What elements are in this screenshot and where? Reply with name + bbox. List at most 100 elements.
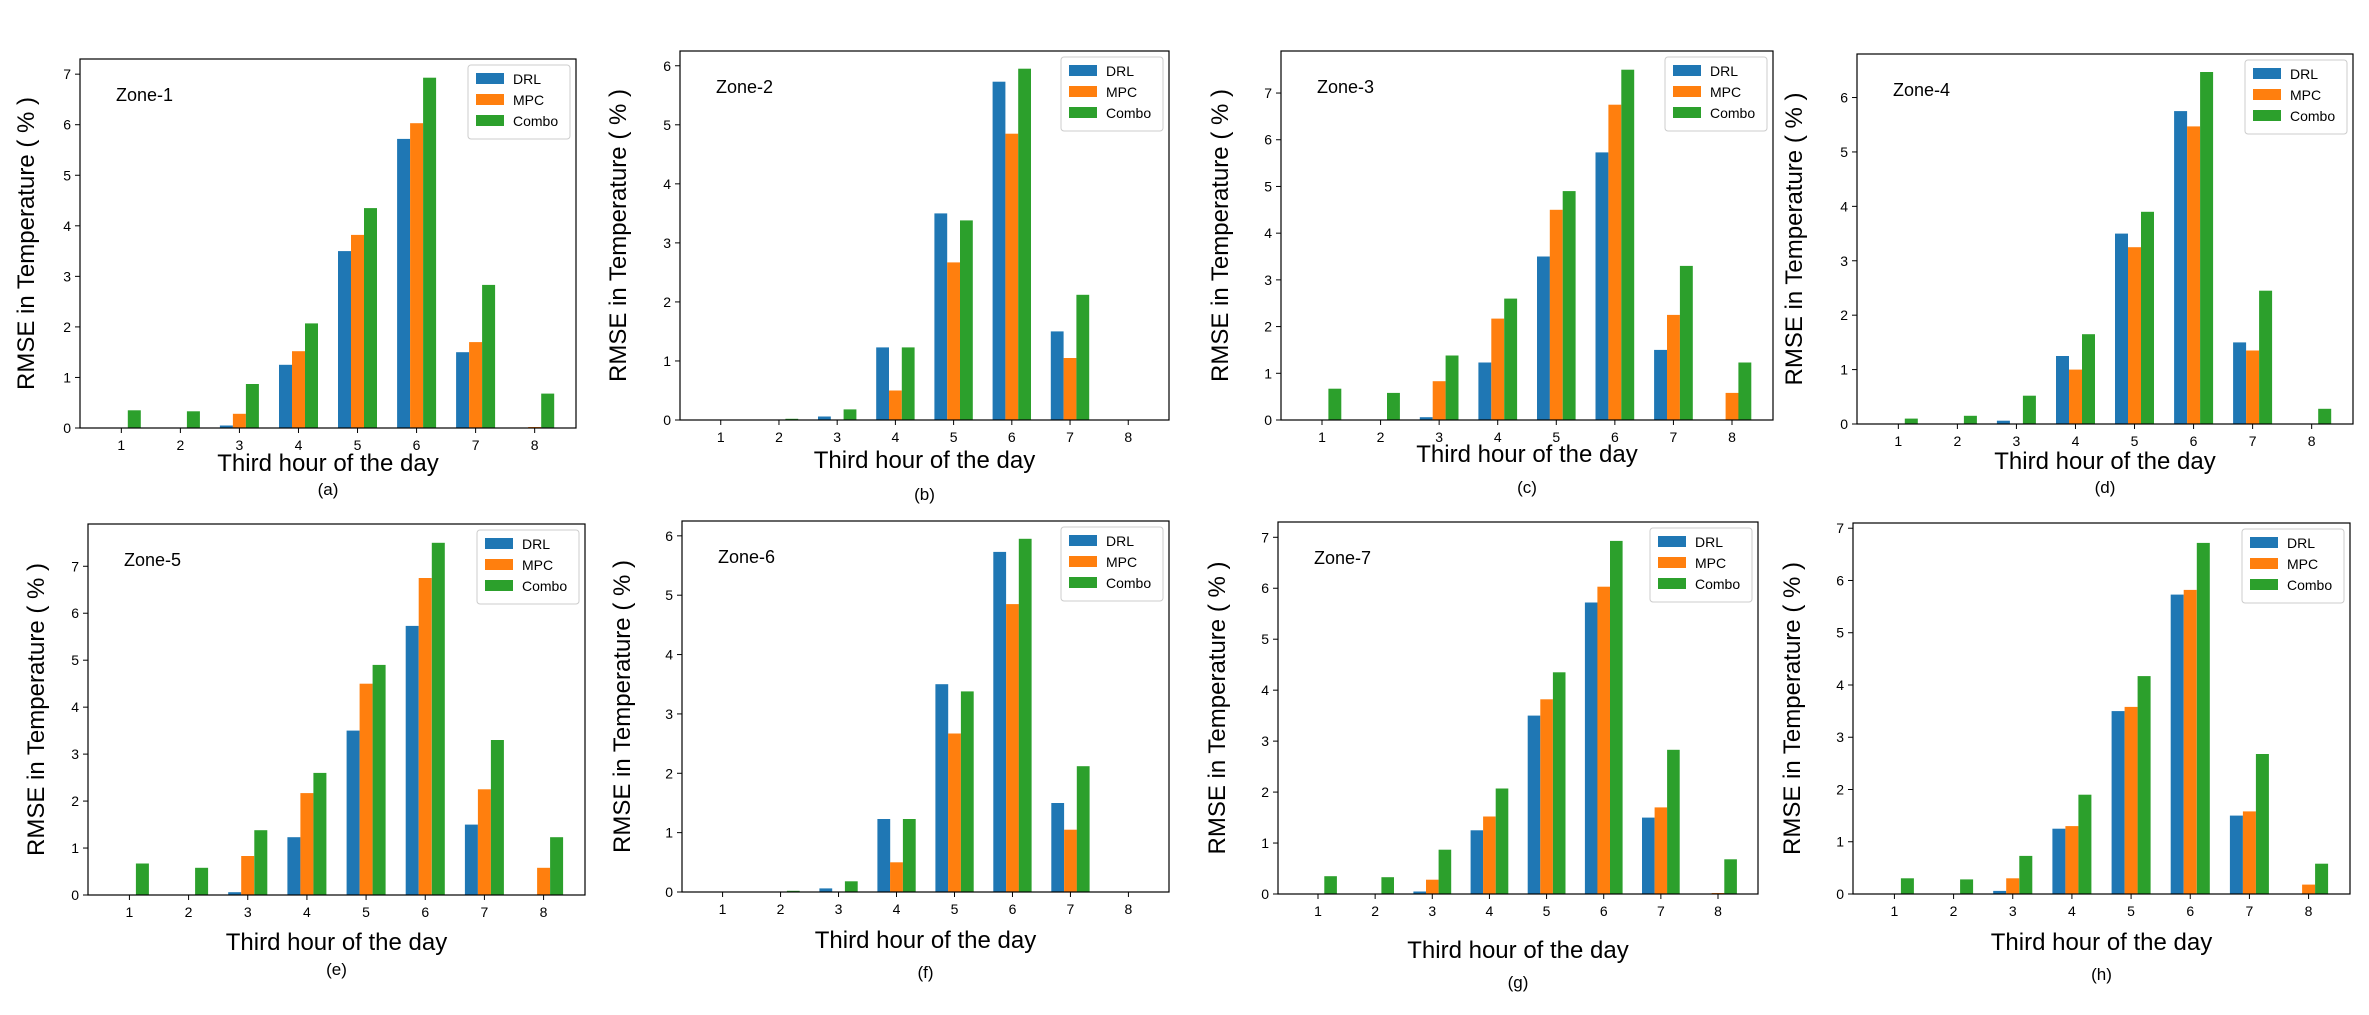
legend-label-mpc: MPC	[2290, 87, 2321, 103]
bar-drl	[818, 416, 831, 420]
bar-mpc	[1654, 807, 1668, 894]
bar-combo	[1960, 879, 1974, 894]
bar-mpc	[1725, 392, 1739, 420]
bar-combo	[901, 347, 915, 420]
legend-label-mpc: MPC	[522, 557, 553, 573]
x-tick-label: 2	[176, 437, 184, 453]
bar-mpc	[469, 342, 483, 428]
legend-label-combo: Combo	[2290, 108, 2335, 124]
bar-combo	[2200, 72, 2214, 424]
bar-mpc	[300, 793, 314, 895]
bar-combo	[843, 409, 857, 420]
x-tick-label: 6	[2186, 903, 2194, 919]
x-axis-label: Third hour of the day	[217, 450, 438, 477]
y-tick-label: 1	[1261, 835, 1269, 851]
y-tick-label: 5	[1264, 178, 1272, 194]
legend-label-mpc: MPC	[513, 92, 544, 108]
bar-drl	[279, 364, 292, 428]
legend: DRL MPC Combo	[1060, 526, 1164, 602]
bar-combo	[1018, 68, 1031, 420]
legend: DRL MPC Combo	[2244, 59, 2348, 135]
x-tick-label: 1	[126, 904, 134, 920]
y-tick-label: 7	[1836, 520, 1844, 536]
bar-drl	[934, 213, 948, 420]
bar-drl	[1595, 152, 1609, 420]
bar-mpc	[2183, 589, 2197, 894]
bar-combo	[1504, 298, 1518, 420]
bar-mpc	[1608, 104, 1622, 420]
bar-combo	[1076, 294, 1090, 420]
y-tick-label: 0	[71, 887, 79, 903]
axes-frame	[1852, 522, 2351, 895]
bar-drl	[2115, 233, 2128, 424]
bar-combo	[2255, 754, 2269, 894]
y-tick-label: 2	[71, 793, 79, 809]
panel-caption: (f)	[917, 963, 933, 982]
bar-combo	[1900, 878, 1914, 894]
legend-label-drl: DRL	[522, 536, 550, 552]
axes-frame	[79, 58, 577, 429]
legend-label-drl: DRL	[2290, 66, 2318, 82]
bar-combo	[245, 384, 259, 428]
x-tick-label: 3	[1435, 429, 1443, 445]
x-tick-label: 1	[1314, 903, 1322, 919]
bar-mpc	[477, 789, 491, 895]
bar-mpc	[2124, 706, 2138, 894]
x-tick-label: 2	[775, 429, 783, 445]
bar-mpc	[359, 683, 373, 895]
legend-label-mpc: MPC	[2287, 556, 2318, 572]
panel-caption: (d)	[2095, 478, 2116, 497]
bar-combo	[960, 220, 973, 420]
legend-swatch-mpc	[1673, 86, 1701, 97]
bar-combo	[313, 772, 327, 895]
legend-label-drl: DRL	[1710, 63, 1738, 79]
y-tick-label: 1	[1836, 834, 1844, 850]
y-tick-label: 1	[663, 353, 671, 369]
y-tick-label: 4	[665, 647, 673, 663]
bar-mpc	[2187, 126, 2201, 425]
y-tick-label: 0	[1264, 412, 1272, 428]
y-tick-label: 3	[1840, 253, 1848, 269]
x-tick-label: 5	[354, 437, 362, 453]
bar-combo	[541, 393, 555, 428]
bar-combo	[902, 819, 916, 892]
y-tick-label: 6	[663, 58, 671, 74]
bar-combo	[2315, 863, 2329, 894]
bar-combo	[490, 740, 504, 895]
axes-frame	[1280, 50, 1774, 421]
x-tick-label: 7	[2246, 903, 2254, 919]
bar-drl	[1478, 362, 1492, 420]
x-tick-label: 6	[1611, 429, 1619, 445]
x-tick-label: 6	[1008, 429, 1016, 445]
y-axis-label: RMSE in Temperature ( % )	[23, 563, 50, 856]
bar-combo	[2022, 395, 2036, 424]
bar-combo	[372, 664, 386, 895]
x-tick-label: 5	[362, 904, 370, 920]
legend-swatch-drl	[1658, 536, 1686, 547]
axes-frame	[681, 520, 1170, 893]
y-tick-label: 5	[1261, 631, 1269, 647]
panel-caption: (c)	[1517, 478, 1537, 497]
bar-combo	[135, 863, 149, 895]
x-tick-label: 8	[2305, 903, 2313, 919]
y-tick-label: 3	[71, 746, 79, 762]
y-tick-label: 0	[63, 420, 71, 436]
legend: DRL MPC Combo	[1664, 56, 1768, 132]
zone-label: Zone-1	[116, 85, 173, 105]
legend: DRL MPC Combo	[1060, 56, 1164, 132]
legend-swatch-mpc	[485, 559, 513, 570]
y-axis-label: RMSE in Temperature ( % )	[609, 560, 636, 853]
legend-swatch-combo	[1658, 578, 1686, 589]
legend-swatch-drl	[2250, 537, 2278, 548]
bar-mpc	[2006, 878, 2020, 894]
y-tick-label: 4	[1836, 677, 1844, 693]
x-axis-label: Third hour of the day	[1407, 937, 1628, 964]
x-tick-label: 5	[2127, 903, 2135, 919]
x-tick-label: 3	[244, 904, 252, 920]
legend-swatch-drl	[1069, 65, 1097, 76]
chart-panel: 0 1 2 3 4 5 6 7 1 2 3 4 5 6 7 8 Third hour of the day RMS…	[1779, 520, 2351, 984]
bar-combo	[1679, 265, 1693, 420]
bar-drl	[2170, 594, 2184, 894]
y-tick-label: 6	[1840, 90, 1848, 106]
